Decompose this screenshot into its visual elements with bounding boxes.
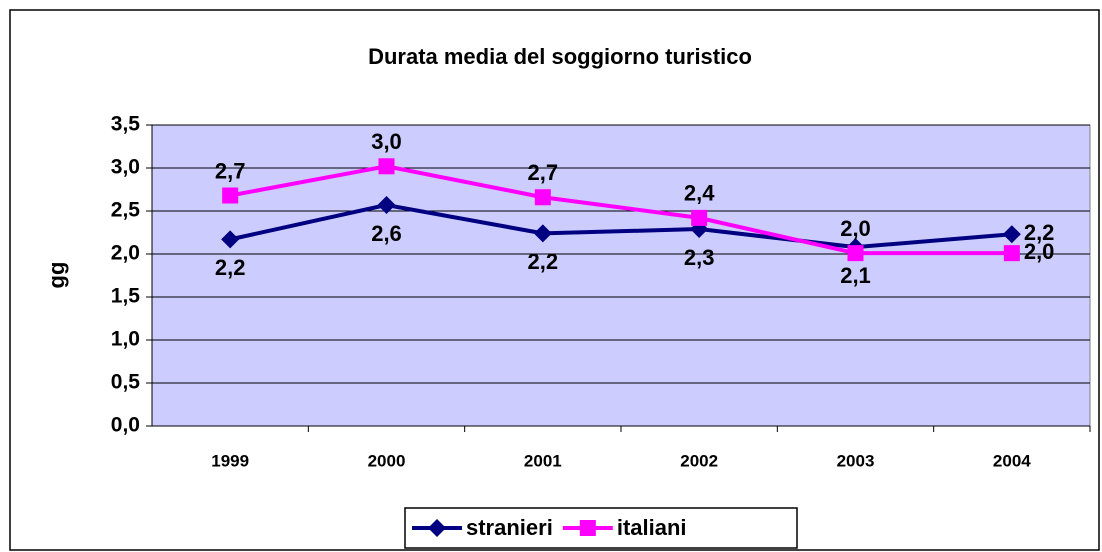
plot-area [151,124,1091,427]
point-marker [1002,225,1021,244]
x-tick-label: 2003 [837,451,875,470]
y-tick-label: 2,0 [111,242,140,265]
data-label: 2,2 [1024,220,1055,245]
legend-marker [579,520,596,536]
point-marker [222,187,239,204]
legend-marker [428,519,446,537]
y-tick-label: 2,5 [111,199,141,222]
point-marker [221,230,240,249]
x-tick-label: 2000 [368,451,406,470]
y-tick-label: 1,0 [111,328,140,351]
y-axis-label: gg [44,262,69,289]
point-marker [1003,245,1020,262]
point-marker [378,158,395,175]
point-marker [533,224,552,243]
x-tick-label: 2001 [524,451,562,470]
data-label: 2,2 [215,255,246,280]
data-label: 2,4 [684,181,715,206]
y-tick-label: 3,5 [111,113,141,136]
legend-label: italiani [617,515,687,540]
y-tick-label: 3,0 [111,156,140,179]
data-label: 2,0 [840,216,871,241]
x-tick-label: 2002 [680,451,718,470]
point-marker [377,195,396,214]
chart-title: Durata media del soggiorno turistico [368,44,752,69]
x-tick-label: 2004 [993,451,1031,470]
point-marker [691,209,708,226]
data-label: 2,2 [528,249,559,274]
series-line [229,164,1012,256]
x-tick-label: 1999 [211,451,249,470]
data-label: 2,3 [684,245,715,270]
legend-label: stranieri [466,515,553,540]
data-label: 2,6 [371,221,402,246]
point-marker [534,189,551,206]
point-marker [847,245,864,262]
y-tick-label: 0,0 [111,414,140,437]
data-label: 2,1 [840,263,871,288]
data-label: 2,7 [215,158,246,183]
y-tick-label: 1,5 [111,285,141,308]
y-tick-label: 0,5 [111,371,141,394]
data-label: 3,0 [371,129,402,154]
series-line [229,202,1012,250]
data-label: 2,0 [1024,239,1055,264]
data-label: 2,7 [528,160,559,185]
